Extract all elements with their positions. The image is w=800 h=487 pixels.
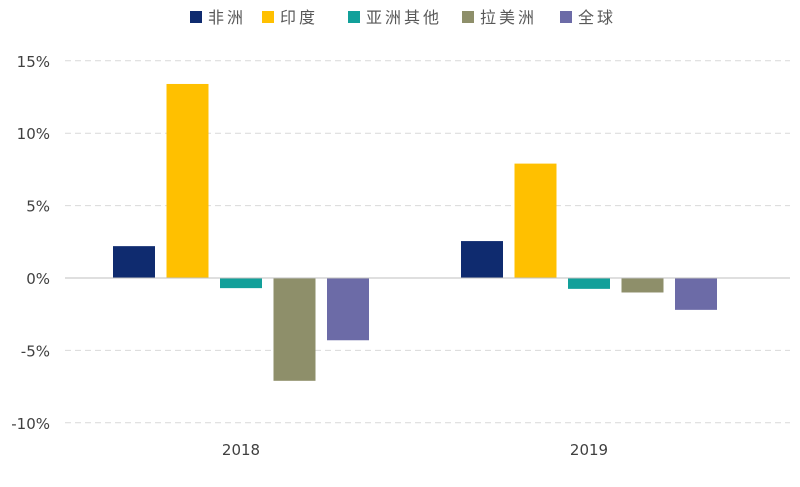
y-tick-label: 5% [26, 198, 50, 216]
legend-swatch [190, 11, 202, 23]
y-tick-label: -10% [11, 415, 50, 433]
bar-2018-3 [273, 278, 316, 381]
bar-2019-3 [621, 278, 664, 293]
legend-label: 全球 [578, 8, 616, 27]
bar-2018-4 [327, 278, 369, 341]
y-tick-label: 15% [17, 53, 50, 71]
legend-swatch [462, 11, 474, 23]
legend-swatch [560, 11, 572, 23]
bar-2019-2 [568, 278, 610, 289]
bar-2018-0 [113, 246, 155, 278]
y-tick-label: -5% [21, 342, 50, 360]
legend-label: 印度 [280, 8, 318, 27]
x-tick-label: 2018 [222, 441, 260, 459]
x-tick-label: 2019 [570, 441, 608, 459]
bar-2018-2 [220, 278, 262, 289]
bar-2018-1 [166, 83, 209, 278]
bar-2019-1 [514, 163, 557, 278]
bar-2019-0 [461, 241, 503, 278]
legend-label: 非洲 [208, 8, 246, 27]
legend-swatch [262, 11, 274, 23]
legend-swatch [348, 11, 360, 23]
y-tick-label: 0% [26, 270, 50, 288]
bar-2019-4 [675, 278, 717, 310]
legend-label: 亚洲其他 [366, 8, 442, 27]
y-tick-label: 10% [17, 125, 50, 143]
legend-label: 拉美洲 [480, 8, 537, 27]
